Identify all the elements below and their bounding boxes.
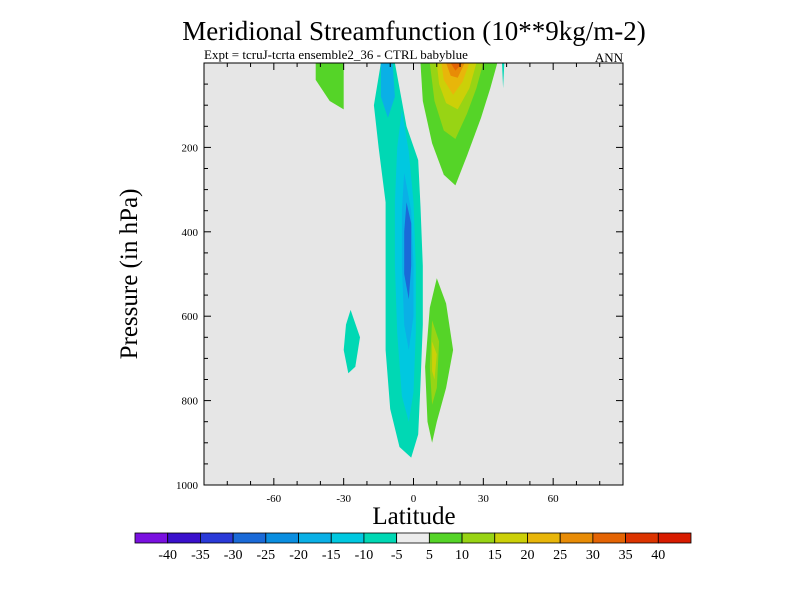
period-label: ANN [595,50,624,65]
colorbar-level-label: 15 [488,548,502,563]
colorbar-swatch [363,532,398,544]
colorbar-swatch [494,532,528,544]
x-tick-label: -60 [266,493,281,505]
y-tick-label: 600 [182,311,199,323]
colorbar-swatch [232,532,267,544]
colorbar-swatch [298,532,332,544]
colorbar-level-label: 5 [426,548,433,563]
y-tick-label: 1000 [176,480,199,492]
y-tick-label: 400 [182,227,199,239]
chart-subtitle: Expt = tcruJ-tcrta ensemble2_36 - CTRL b… [204,47,468,62]
y-tick-label: 800 [182,396,199,408]
colorbar-swatch [167,532,201,544]
colorbar-level-label: -10 [355,548,374,563]
colorbar-swatch [396,532,430,544]
chart-title: Meridional Streamfunction (10**9kg/m-2) [182,16,645,46]
colorbar-swatch [527,532,561,544]
axis-ticks: -60 -30 0 30 60 200 400 600 800 1000 [176,63,623,505]
contour-region-positive-nh-upper-30 [450,63,463,71]
contour-region-positive-nh-lower-15 [432,341,437,380]
colorbar-level-label: -30 [224,548,243,563]
colorbar-swatch [657,532,692,544]
colorbar-swatch [625,532,659,544]
colorbar-swatch [330,532,365,544]
x-tick-label: 30 [478,493,490,505]
colorbar-level-label: -15 [322,548,341,563]
contour-regions [315,63,505,458]
colorbar-level-label: -5 [391,548,403,563]
x-tick-label: -30 [336,493,351,505]
colorbar-swatch [559,532,594,544]
colorbar-swatch [461,532,496,544]
x-tick-label: 60 [548,493,560,505]
colorbar-level-label: -35 [191,548,210,563]
colorbar-level-label: 10 [455,548,469,563]
x-tick-label: 0 [411,493,417,505]
colorbar: -40 -35 -30 -25 -20 -15 -10 -5 5 10 15 20 25 30 35 40 [134,532,692,563]
colorbar-level-label: 20 [520,548,534,563]
colorbar-level-label: 30 [586,548,600,563]
colorbar-level-label: 35 [619,548,633,563]
colorbar-swatch [265,532,299,544]
y-tick-label: 200 [182,142,199,154]
colorbar-level-label: -20 [289,548,308,563]
y-axis-label: Pressure (in hPa) [116,189,143,360]
colorbar-level-label: -25 [256,548,275,563]
x-axis-label: Latitude [372,503,455,530]
colorbar-swatch [592,532,626,544]
contour-region-positive-sh-upper [315,63,344,110]
colorbar-swatch [134,532,169,544]
contour-region-negative-upper-core [380,63,395,118]
colorbar-level-label: 25 [553,548,567,563]
contour-region-positive-nh-upper-20 [441,63,470,95]
colorbar-swatch [428,532,463,544]
colorbar-level-label: 40 [651,548,665,563]
contour-region-negative-sh-blob [343,309,360,374]
colorbar-swatch [200,532,234,544]
contour-region-negative-deep-core [404,202,412,300]
colorbar-level-label: -40 [158,548,177,563]
contour-region-positive-nh-small [502,63,505,89]
